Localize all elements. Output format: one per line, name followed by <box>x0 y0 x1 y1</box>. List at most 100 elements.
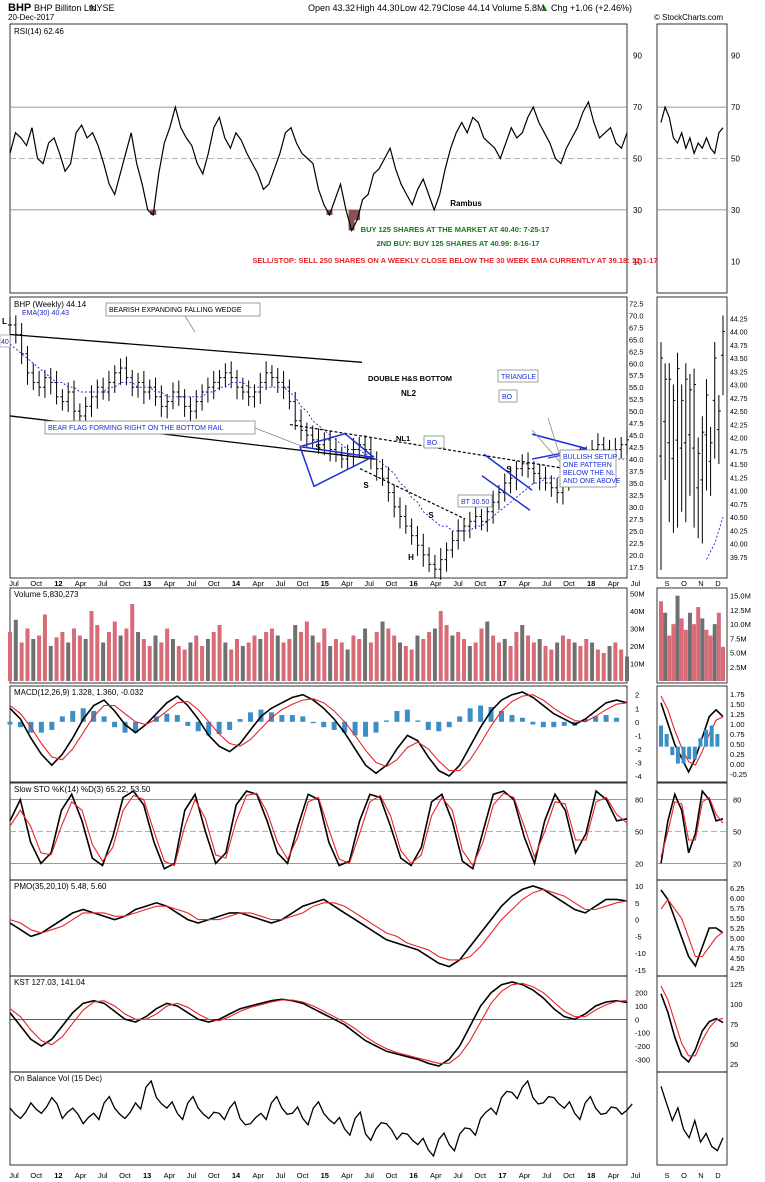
x-axis-label-bottom: Apr <box>608 1171 620 1180</box>
macd-tick-label: -1 <box>635 731 642 740</box>
volume-right-tick-label: 7.5M <box>730 634 747 643</box>
price-right-ema <box>706 516 724 560</box>
volume-bar <box>590 642 595 681</box>
volume-right-bar <box>663 612 668 681</box>
volume-bar <box>281 642 286 681</box>
rsi-tick-label: 50 <box>633 155 642 164</box>
macd-histogram-bar <box>289 715 295 722</box>
x-axis-label-bottom: Apr <box>519 1171 531 1180</box>
rsi-right-tick-label: 50 <box>731 155 740 164</box>
kst-right-tick-label: 75 <box>730 1020 738 1029</box>
volume-bar <box>258 639 263 681</box>
volume-bar <box>106 632 111 681</box>
macd-histogram-bar <box>394 710 400 722</box>
macd-histogram-bar <box>383 720 389 722</box>
volume-bar <box>392 635 397 681</box>
volume-bar <box>205 639 210 681</box>
volume-bar <box>130 604 135 681</box>
volume-bar <box>450 635 455 681</box>
price-tick-label: 40.0 <box>629 455 644 464</box>
volume-tick-label: 50M <box>630 590 645 599</box>
right-panel-frame-vol <box>656 587 728 684</box>
volume-bar <box>514 632 519 681</box>
bullish-setup-pointer-1 <box>547 417 561 457</box>
pmo-right-tick-label: 6.00 <box>730 894 745 903</box>
volume-bar <box>619 649 624 681</box>
volume-right-bar <box>679 618 684 681</box>
pmo-tick-label: -15 <box>635 966 646 975</box>
rsi-oversold-fill <box>354 209 361 221</box>
right-x-axis-label-bottom: S <box>664 1171 669 1180</box>
volume-bar <box>240 646 245 681</box>
right-x-axis-label-bottom: N <box>698 1171 703 1180</box>
macd-histogram-bar <box>551 721 557 728</box>
price-tick-label: 72.5 <box>629 299 644 308</box>
price-tick-label: 52.5 <box>629 395 644 404</box>
macd-histogram-bar <box>446 721 452 728</box>
volume-bar <box>473 642 478 681</box>
x-axis-label-bottom: Oct <box>30 1171 43 1180</box>
x-axis-label: Jul <box>542 579 552 588</box>
volume-bar <box>543 646 548 681</box>
macd-tick-label: 2 <box>635 691 639 700</box>
volume-bar <box>147 646 152 681</box>
x-axis-label: Apr <box>341 579 353 588</box>
sto-tick-label: 20 <box>635 859 643 868</box>
price-tick-label: 62.5 <box>629 347 644 356</box>
x-axis-label-bottom: Oct <box>297 1171 310 1180</box>
macd-histogram-bar <box>509 715 515 722</box>
volume-bar <box>601 653 606 681</box>
volume-bar <box>72 628 77 681</box>
wedge-upper-rail <box>9 333 363 363</box>
volume-right-bar <box>667 635 672 681</box>
header-volume: Volume 5.8M <box>492 3 545 13</box>
macd-histogram-bar <box>540 721 546 728</box>
price-tick-label: 30.0 <box>629 503 644 512</box>
bear-flag-label-pointer <box>254 427 304 447</box>
header-open: Open 43.32 <box>308 3 356 13</box>
x-axis-label: Oct <box>297 579 310 588</box>
volume-bar <box>456 632 461 681</box>
volume-right-bar <box>704 629 709 681</box>
macd-histogram-bar <box>237 719 243 722</box>
x-axis-label-bottom: Jul <box>9 1171 19 1180</box>
macd-right-tick-label: 0.75 <box>730 730 745 739</box>
volume-tick-label: 10M <box>630 660 645 669</box>
kst-tick-label: 100 <box>635 1002 648 1011</box>
volume-bar <box>287 639 292 681</box>
buy-note-2: 2ND BUY: BUY 125 SHARES AT 40.99: 8-16-1… <box>376 239 539 248</box>
volume-bar <box>299 632 304 681</box>
x-axis-label: 16 <box>409 579 417 588</box>
sto-right-tick-label: 50 <box>733 828 741 837</box>
header-symbol: BHP <box>8 2 32 14</box>
macd-histogram-bar <box>216 721 222 734</box>
x-axis-label-bottom: Oct <box>208 1171 221 1180</box>
volume-bar <box>595 649 600 681</box>
price-right-tick-label: 40.00 <box>730 542 748 549</box>
volume-bar <box>269 628 274 681</box>
pmo-right-tick-label: 5.50 <box>730 914 745 923</box>
volume-bar <box>625 656 629 681</box>
macd-histogram-bar <box>363 721 369 737</box>
volume-bar <box>328 646 333 681</box>
right-panel-frame-macd <box>656 685 728 783</box>
kst-right-series-1 <box>660 985 724 1057</box>
right-panel-frame-price <box>656 296 728 579</box>
volume-bar <box>194 635 199 681</box>
x-axis-label-bottom: 12 <box>54 1171 62 1180</box>
bullish-setup-label-text: BULLISH SETUP <box>563 454 618 461</box>
volume-bar <box>438 611 443 681</box>
price-right-tick-label: 41.75 <box>730 449 748 456</box>
rsi-title: RSI(14) 62.46 <box>14 27 64 36</box>
volume-bar <box>339 642 344 681</box>
pmo-right-series-1 <box>660 898 724 958</box>
bo1-label-text: BO <box>427 440 438 447</box>
price-right-tick-label: 41.25 <box>730 475 748 482</box>
volume-right-tick-label: 5.0M <box>730 649 747 658</box>
price-tick-label: 47.5 <box>629 419 644 428</box>
macd-histogram-bar <box>17 721 23 728</box>
volume-bar <box>188 642 193 681</box>
x-axis-label-bottom: Oct <box>474 1171 487 1180</box>
hs-head-label: H <box>408 553 414 562</box>
neckline-1 <box>359 468 466 520</box>
